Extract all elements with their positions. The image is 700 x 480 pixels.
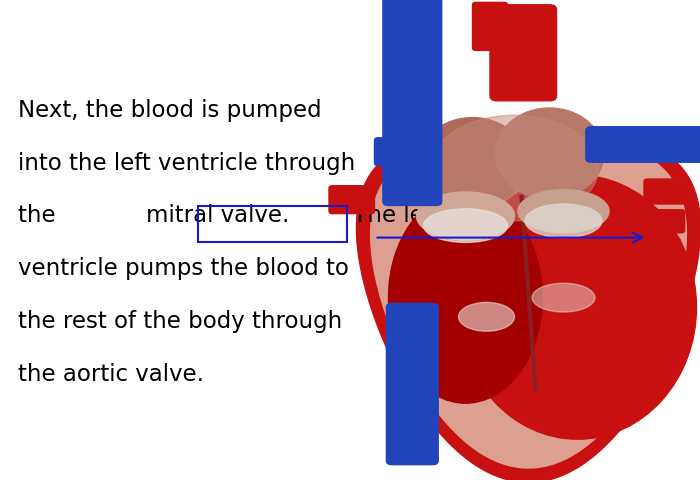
FancyBboxPatch shape [374, 138, 438, 166]
Text: mitral valve.: mitral valve. [146, 204, 289, 228]
Ellipse shape [389, 192, 542, 403]
Ellipse shape [518, 190, 609, 233]
Bar [198, 206, 346, 241]
Ellipse shape [416, 192, 514, 240]
FancyBboxPatch shape [644, 210, 685, 233]
FancyBboxPatch shape [329, 186, 375, 214]
FancyBboxPatch shape [644, 239, 680, 262]
Ellipse shape [532, 283, 595, 312]
Text: the aortic valve.: the aortic valve. [18, 363, 204, 386]
FancyBboxPatch shape [490, 5, 556, 101]
Ellipse shape [525, 204, 602, 238]
Text: ventricle pumps the blood to: ventricle pumps the blood to [18, 257, 349, 280]
FancyBboxPatch shape [383, 0, 442, 205]
Text: The left: The left [346, 204, 440, 228]
FancyBboxPatch shape [473, 2, 508, 50]
Text: the: the [18, 204, 62, 228]
Text: Next, the blood is pumped: Next, the blood is pumped [18, 99, 321, 122]
Polygon shape [370, 136, 687, 468]
Ellipse shape [419, 118, 526, 209]
Ellipse shape [424, 209, 508, 242]
Polygon shape [356, 129, 700, 480]
FancyBboxPatch shape [518, 7, 553, 50]
Ellipse shape [458, 302, 514, 331]
FancyBboxPatch shape [644, 179, 690, 204]
Text: the rest of the body through: the rest of the body through [18, 310, 342, 333]
Ellipse shape [458, 175, 696, 439]
Ellipse shape [496, 108, 603, 199]
FancyBboxPatch shape [386, 303, 438, 465]
Ellipse shape [430, 115, 598, 221]
FancyBboxPatch shape [586, 127, 700, 162]
Text: into the left ventricle through: into the left ventricle through [18, 152, 355, 175]
